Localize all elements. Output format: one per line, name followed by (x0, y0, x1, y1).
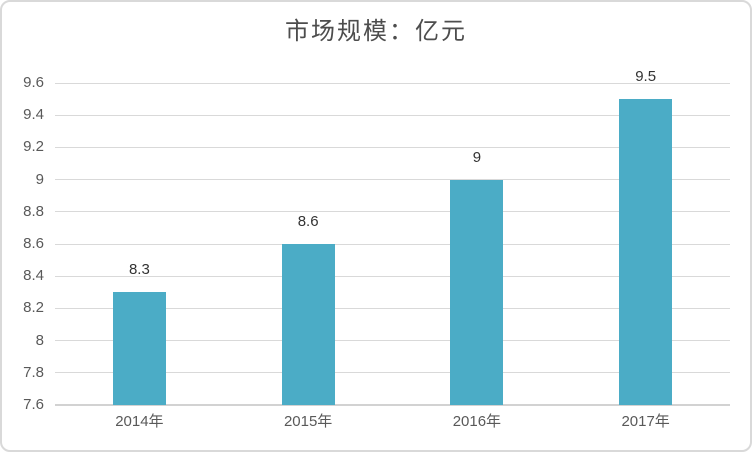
y-gridline (55, 179, 730, 181)
y-tick-label: 8 (35, 331, 44, 349)
y-gridline (55, 114, 730, 116)
bar (281, 244, 335, 405)
bar (619, 99, 673, 405)
y-tick-label: 9 (35, 170, 44, 188)
bar (450, 179, 504, 405)
y-gridline (55, 211, 730, 213)
x-tick-label: 2014年 (115, 413, 164, 430)
y-gridline (55, 275, 730, 277)
y-gridline (55, 146, 730, 148)
y-tick-label: 9.2 (23, 138, 44, 156)
bar-value-label: 9 (472, 148, 482, 166)
x-tick-label: 2015年 (283, 413, 333, 430)
bar-value-label: 9.5 (635, 68, 657, 86)
y-tick-label: 9.4 (23, 106, 44, 124)
y-tick-label: 7.6 (23, 396, 44, 413)
y-gridline (55, 340, 730, 342)
y-gridline (55, 82, 730, 84)
y-gridline (55, 372, 730, 374)
y-tick-label: 8.2 (23, 299, 44, 317)
y-tick-label: 8.6 (23, 235, 44, 252)
bar-value-label: 8.3 (128, 261, 150, 279)
y-tick-label: 9.6 (23, 74, 44, 91)
x-tick-label: 2017年 (621, 413, 670, 430)
x-tick-label: 2016年 (452, 413, 502, 430)
bar (112, 292, 166, 405)
y-tick-label: 8.8 (23, 202, 44, 220)
bar-value-label: 8.6 (297, 213, 319, 230)
chart-title: 市场规模：亿元 (285, 18, 467, 45)
y-gridline (55, 307, 730, 309)
y-tick-label: 8.4 (23, 267, 44, 285)
y-tick-label: 7.8 (23, 363, 44, 381)
x-axis-line (55, 404, 730, 406)
y-gridline (55, 243, 730, 245)
